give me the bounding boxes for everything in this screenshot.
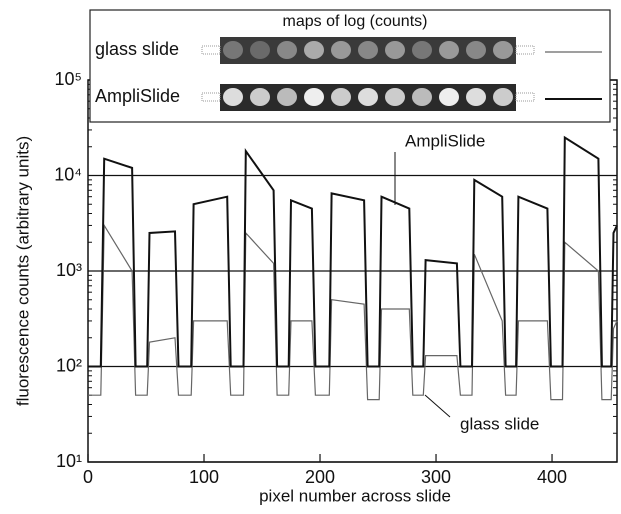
spot — [304, 41, 324, 59]
y-tick-label: 10¹ — [56, 451, 82, 471]
annotation-arrow — [425, 395, 450, 417]
y-tick-label: 10² — [56, 355, 82, 375]
x-axis-label: pixel number across slide — [259, 486, 451, 505]
x-tick-label: 400 — [537, 467, 567, 487]
x-tick-label: 0 — [83, 467, 93, 487]
spot — [304, 88, 324, 106]
series-line — [88, 138, 617, 367]
y-tick-label: 10³ — [56, 260, 82, 280]
spot — [250, 88, 270, 106]
y-axis-label: fluorescence counts (arbitrary units) — [13, 136, 32, 406]
spot — [358, 41, 378, 59]
inset-title: maps of log (counts) — [283, 13, 428, 30]
spot — [466, 88, 486, 106]
inset: maps of log (counts) glass slide AmpliSli… — [90, 10, 610, 122]
annotation: AmpliSlide — [405, 131, 485, 150]
spot — [493, 88, 513, 106]
spot — [493, 41, 513, 59]
spot — [331, 88, 351, 106]
legend-label: glass slide — [95, 39, 179, 59]
x-tick-label: 100 — [189, 467, 219, 487]
y-tick-label: 10⁴ — [54, 164, 82, 184]
x-tick-label: 300 — [421, 467, 451, 487]
spot — [439, 88, 459, 106]
plot-area — [88, 80, 617, 462]
annotation: glass slide — [460, 414, 539, 433]
spot — [385, 88, 405, 106]
spot — [412, 88, 432, 106]
spot — [439, 41, 459, 59]
spot — [466, 41, 486, 59]
spot — [277, 41, 297, 59]
legend-label: AmpliSlide — [95, 86, 180, 106]
x-tick-label: 200 — [305, 467, 335, 487]
spot — [223, 88, 243, 106]
spot — [385, 41, 405, 59]
series-line — [88, 225, 617, 399]
y-tick-label: 10⁵ — [55, 69, 82, 89]
spot — [223, 41, 243, 59]
spot — [277, 88, 297, 106]
spot — [412, 41, 432, 59]
spot — [331, 41, 351, 59]
spot — [250, 41, 270, 59]
chart: maps of log (counts) glass slide AmpliSli… — [0, 0, 621, 514]
spot — [358, 88, 378, 106]
